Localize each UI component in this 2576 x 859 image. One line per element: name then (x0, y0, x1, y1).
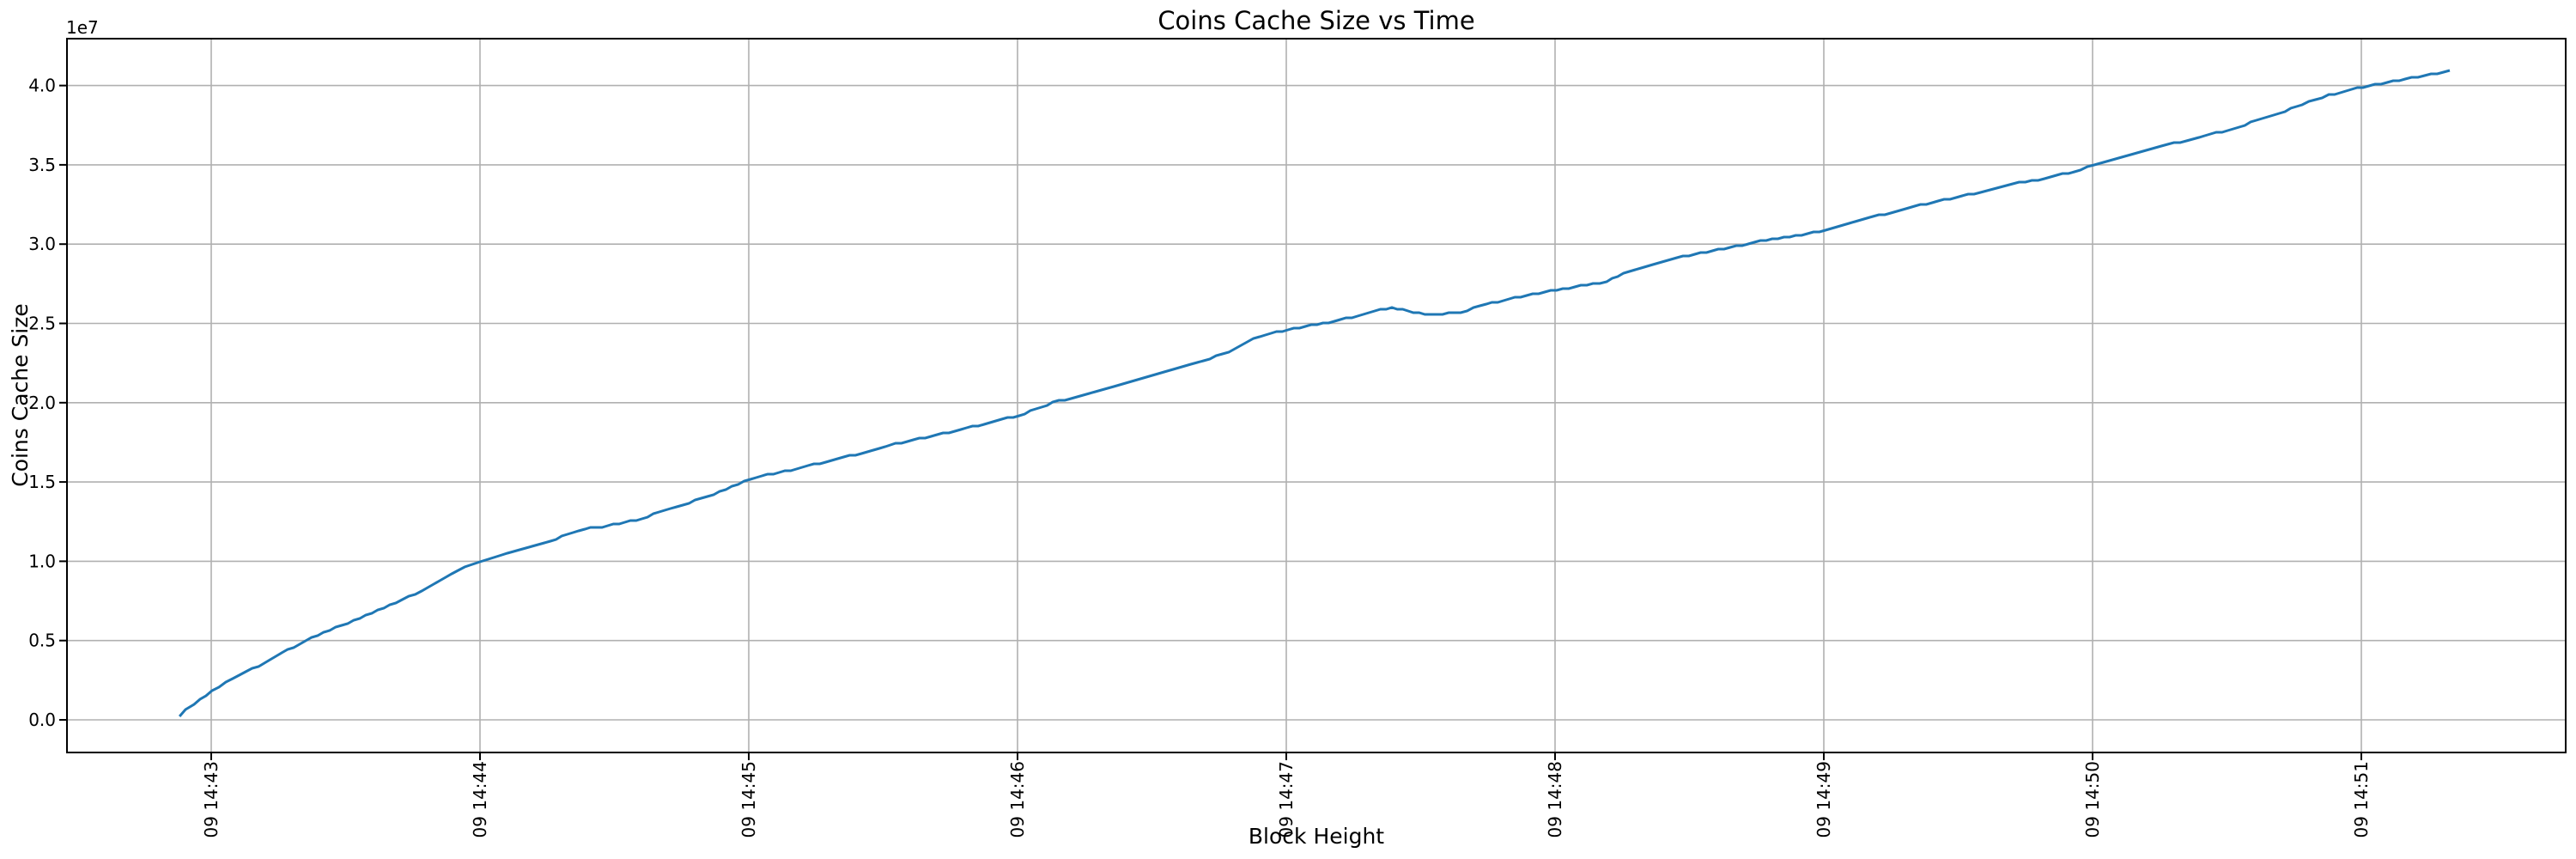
x-axis-label: Block Height (1249, 824, 1384, 849)
x-tick-label: 09 14:45 (738, 761, 759, 838)
y-tick-label: 2.0 (28, 393, 56, 413)
chart-title: Coins Cache Size vs Time (1157, 6, 1474, 35)
y-tick-label: 3.0 (28, 234, 56, 254)
x-tick-label: 09 14:49 (1814, 761, 1834, 838)
y-tick-label: 3.5 (28, 155, 56, 175)
x-tick-label: 09 14:44 (470, 761, 490, 838)
y-tick-label: 0.0 (28, 710, 56, 730)
y-axis-label: Coins Cache Size (8, 303, 33, 487)
y-tick-label: 4.0 (28, 76, 56, 96)
y-tick-label: 1.0 (28, 551, 56, 571)
grid-layer (67, 39, 2566, 752)
y-offset-label: 1e7 (66, 17, 99, 38)
x-tick-label: 09 14:43 (201, 761, 222, 838)
x-tick-label: 09 14:48 (1545, 761, 1565, 838)
x-tick-label: 09 14:51 (2351, 761, 2372, 838)
tick-label-layer: 09 14:43 09 14:44 09 14:45 09 14:46 09 14:47… (28, 76, 2372, 838)
data-line-coins-cache-size (178, 69, 2451, 717)
series-layer (178, 69, 2451, 717)
y-tick-label: 1.5 (28, 472, 56, 492)
y-tick-label: 0.5 (28, 631, 56, 651)
x-tick-label: 09 14:47 (1276, 761, 1297, 838)
tick-layer (59, 84, 2362, 760)
x-tick-label: 09 14:46 (1007, 761, 1028, 838)
x-tick-label: 09 14:50 (2082, 761, 2103, 838)
plot-frame (66, 38, 2567, 753)
y-tick-label: 2.5 (28, 314, 56, 334)
